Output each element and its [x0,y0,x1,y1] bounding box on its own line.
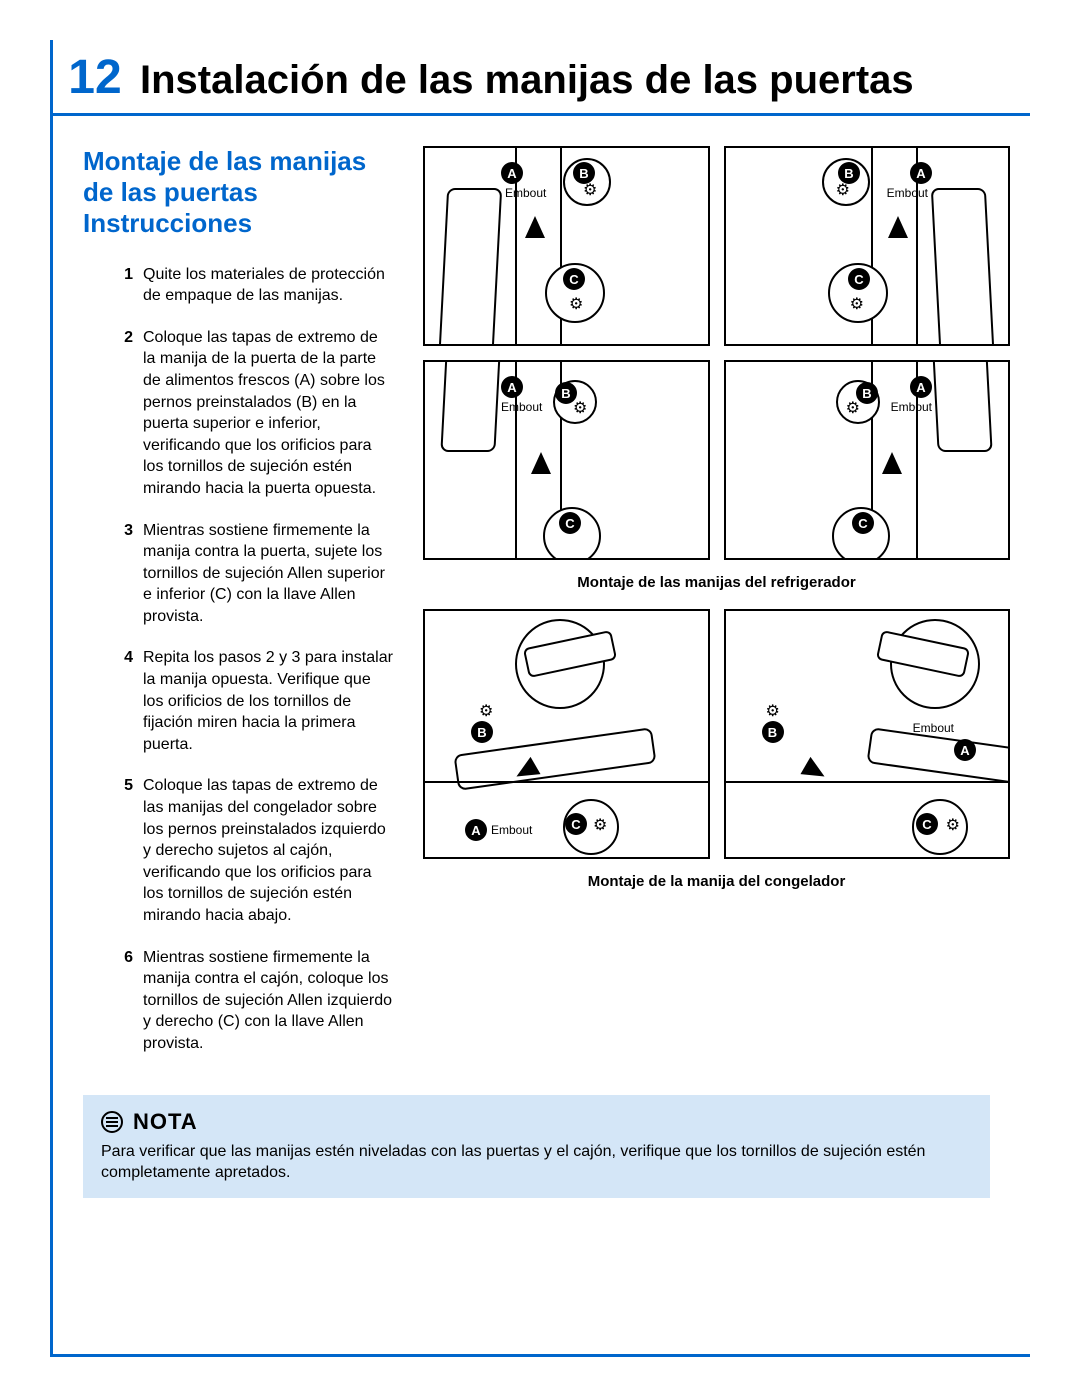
badge-c: C [852,512,874,534]
steps-list: 1Quite los materiales de protección de e… [83,264,393,1055]
step-text: Mientras sostiene firmemente la manija c… [143,520,393,628]
step-item: 5Coloque las tapas de extremo de las man… [113,775,393,926]
screw-icon: ⚙ [573,398,587,418]
badge-c: C [916,813,938,835]
badge-b: B [471,721,493,743]
label-embout: Embout [491,823,532,837]
diagram-fridge-top-left: A Embout B ⚙ C ⚙ [423,146,710,346]
step-number: 1 [113,264,133,307]
nota-box: NOTA Para verificar que las manijas esté… [83,1095,990,1198]
screw-icon: ⚙ [836,180,850,200]
diagram-freezer-left: ⚙ B A Embout C ⚙ [423,609,710,859]
step-item: 1Quite los materiales de protección de e… [113,264,393,307]
page-border: 12 Instalación de las manijas de las pue… [50,40,1030,1357]
diagram-fridge-bottom-right: A Embout B ⚙ C [724,360,1011,560]
screw-icon: ⚙ [593,815,607,835]
screw-icon: ⚙ [766,701,780,721]
page-number: 12 [50,50,140,105]
step-text: Mientras sostiene firmemente la manija c… [143,947,393,1055]
diagram-fridge-top-right: A Embout B ⚙ C ⚙ [724,146,1011,346]
arrow-up-icon [531,452,551,474]
arrow-up-icon [882,452,902,474]
step-text: Repita los pasos 2 y 3 para instalar la … [143,647,393,755]
screw-icon: ⚙ [846,398,860,418]
step-number: 4 [113,647,133,755]
section-title: Montaje de las manijas de las puertas In… [83,146,393,240]
caption-fridge: Montaje de las manijas del refrigerador [423,574,1010,591]
arrow-up-icon [525,216,545,238]
screw-icon: ⚙ [569,294,583,314]
step-text: Coloque las tapas de extremo de las mani… [143,775,393,926]
page-header: 12 Instalación de las manijas de las pue… [50,40,1030,116]
badge-a: A [954,739,976,761]
diagrams-column: A Embout B ⚙ C ⚙ A Embout [423,146,1010,1075]
label-embout: Embout [913,721,954,735]
arrow-up-icon [888,216,908,238]
screw-icon: ⚙ [850,294,864,314]
step-item: 4Repita los pasos 2 y 3 para instalar la… [113,647,393,755]
step-number: 6 [113,947,133,1055]
step-text: Quite los materiales de protección de em… [143,264,393,307]
content-area: Montaje de las manijas de las puertas In… [53,116,1030,1075]
badge-c: C [559,512,581,534]
diagram-freezer-right: ⚙ B Embout A C ⚙ [724,609,1011,859]
badge-c: C [565,813,587,835]
instructions-column: Montaje de las manijas de las puertas In… [83,146,393,1075]
nota-header: NOTA [101,1109,972,1135]
badge-c: C [563,268,585,290]
step-item: 6Mientras sostiene firmemente la manija … [113,947,393,1055]
label-embout: Embout [501,400,542,414]
diagram-fridge-bottom-left: A Embout B ⚙ C [423,360,710,560]
badge-a: A [501,376,523,398]
badge-a: A [910,376,932,398]
step-number: 3 [113,520,133,628]
screw-icon: ⚙ [946,815,960,835]
step-text: Coloque las tapas de extremo de la manij… [143,327,393,500]
label-embout: Embout [887,186,928,200]
badge-b: B [762,721,784,743]
badge-a: A [465,819,487,841]
nota-title: NOTA [133,1109,198,1135]
page-title: Instalación de las manijas de las puerta… [140,58,914,103]
step-item: 3Mientras sostiene firmemente la manija … [113,520,393,628]
caption-freezer: Montaje de la manija del congelador [423,873,1010,890]
label-embout: Embout [505,186,546,200]
note-icon [101,1111,123,1133]
diagram-row: A Embout B ⚙ C ⚙ A Embout [423,146,1010,346]
screw-icon: ⚙ [583,180,597,200]
diagram-row: A Embout B ⚙ C A Embout B [423,360,1010,560]
badge-a: A [910,162,932,184]
step-number: 2 [113,327,133,500]
screw-icon: ⚙ [479,701,493,721]
badge-c: C [848,268,870,290]
diagram-row: ⚙ B A Embout C ⚙ ⚙ B Embo [423,609,1010,859]
step-item: 2Coloque las tapas de extremo de la mani… [113,327,393,500]
badge-a: A [501,162,523,184]
nota-text: Para verificar que las manijas estén niv… [101,1141,972,1184]
label-embout: Embout [891,400,932,414]
step-number: 5 [113,775,133,926]
